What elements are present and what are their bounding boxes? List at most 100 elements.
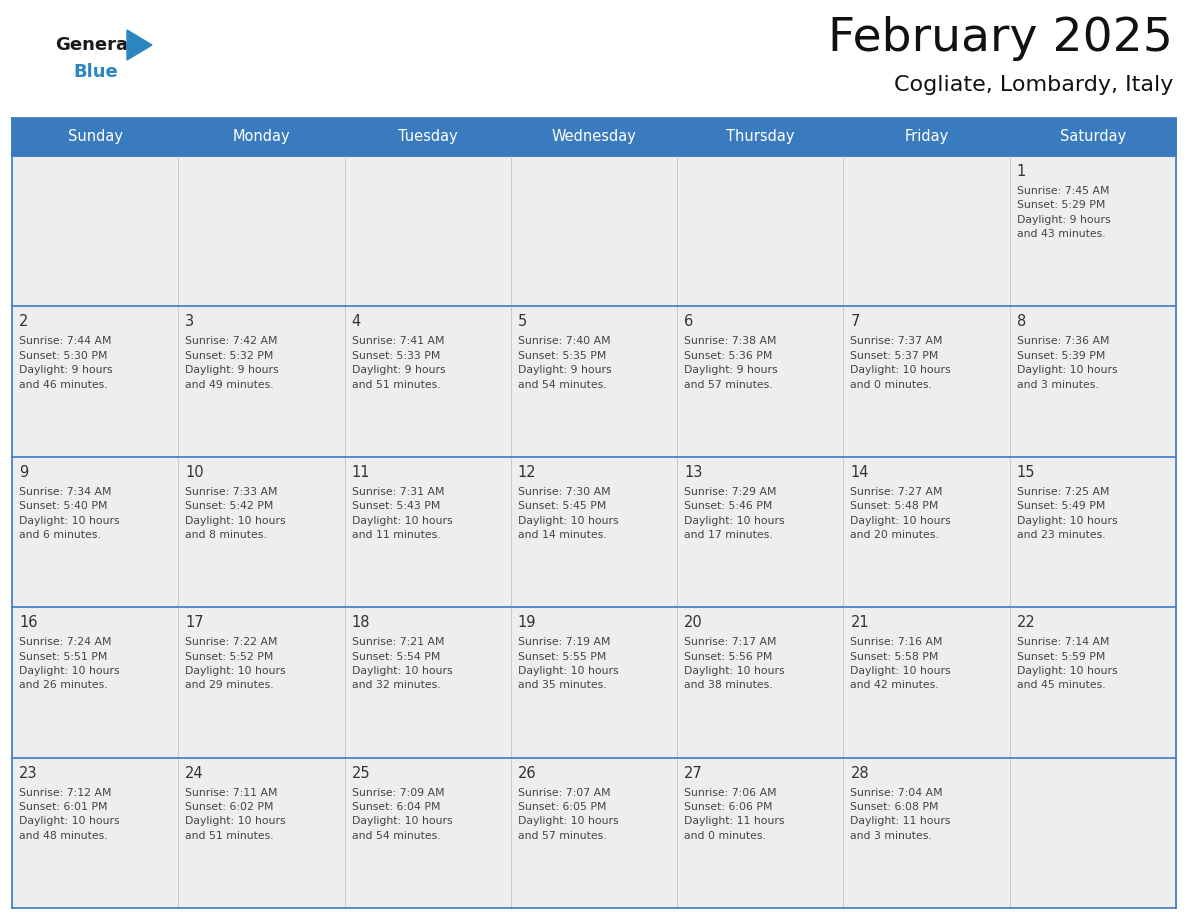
Bar bbox=[345, 607, 511, 757]
Text: Sunrise: 7:16 AM
Sunset: 5:58 PM
Daylight: 10 hours
and 42 minutes.: Sunrise: 7:16 AM Sunset: 5:58 PM Dayligh… bbox=[851, 637, 952, 690]
Text: 1: 1 bbox=[1017, 164, 1026, 179]
Bar bbox=[1010, 457, 1176, 607]
Text: Sunrise: 7:09 AM
Sunset: 6:04 PM
Daylight: 10 hours
and 54 minutes.: Sunrise: 7:09 AM Sunset: 6:04 PM Dayligh… bbox=[352, 788, 453, 841]
Text: February 2025: February 2025 bbox=[828, 16, 1173, 61]
Bar bbox=[511, 757, 677, 908]
Text: 6: 6 bbox=[684, 314, 694, 330]
Text: Wednesday: Wednesday bbox=[551, 129, 637, 144]
Bar bbox=[677, 607, 843, 757]
Text: Sunrise: 7:40 AM
Sunset: 5:35 PM
Daylight: 9 hours
and 54 minutes.: Sunrise: 7:40 AM Sunset: 5:35 PM Dayligh… bbox=[518, 336, 612, 389]
Text: Sunrise: 7:21 AM
Sunset: 5:54 PM
Daylight: 10 hours
and 32 minutes.: Sunrise: 7:21 AM Sunset: 5:54 PM Dayligh… bbox=[352, 637, 453, 690]
Text: Sunrise: 7:12 AM
Sunset: 6:01 PM
Daylight: 10 hours
and 48 minutes.: Sunrise: 7:12 AM Sunset: 6:01 PM Dayligh… bbox=[19, 788, 120, 841]
Bar bbox=[1010, 307, 1176, 457]
Bar bbox=[12, 156, 178, 307]
Text: 21: 21 bbox=[851, 615, 870, 630]
Bar bbox=[843, 457, 1010, 607]
Text: 18: 18 bbox=[352, 615, 371, 630]
Text: 22: 22 bbox=[1017, 615, 1036, 630]
Bar bbox=[843, 118, 1010, 156]
Bar bbox=[178, 457, 345, 607]
Text: Tuesday: Tuesday bbox=[398, 129, 457, 144]
Text: 8: 8 bbox=[1017, 314, 1026, 330]
Bar bbox=[1010, 118, 1176, 156]
Bar bbox=[345, 118, 511, 156]
Bar bbox=[677, 118, 843, 156]
Text: Sunrise: 7:44 AM
Sunset: 5:30 PM
Daylight: 9 hours
and 46 minutes.: Sunrise: 7:44 AM Sunset: 5:30 PM Dayligh… bbox=[19, 336, 113, 389]
Polygon shape bbox=[127, 30, 152, 60]
Bar bbox=[345, 757, 511, 908]
Text: 3: 3 bbox=[185, 314, 195, 330]
Bar bbox=[12, 307, 178, 457]
Bar bbox=[178, 118, 345, 156]
Text: Saturday: Saturday bbox=[1060, 129, 1126, 144]
Bar bbox=[12, 607, 178, 757]
Text: Sunrise: 7:17 AM
Sunset: 5:56 PM
Daylight: 10 hours
and 38 minutes.: Sunrise: 7:17 AM Sunset: 5:56 PM Dayligh… bbox=[684, 637, 785, 690]
Text: 28: 28 bbox=[851, 766, 870, 780]
Text: 11: 11 bbox=[352, 465, 371, 480]
Bar bbox=[843, 307, 1010, 457]
Text: 17: 17 bbox=[185, 615, 204, 630]
Bar bbox=[12, 457, 178, 607]
Text: Sunrise: 7:14 AM
Sunset: 5:59 PM
Daylight: 10 hours
and 45 minutes.: Sunrise: 7:14 AM Sunset: 5:59 PM Dayligh… bbox=[1017, 637, 1118, 690]
Text: Sunrise: 7:31 AM
Sunset: 5:43 PM
Daylight: 10 hours
and 11 minutes.: Sunrise: 7:31 AM Sunset: 5:43 PM Dayligh… bbox=[352, 487, 453, 540]
Text: Sunrise: 7:38 AM
Sunset: 5:36 PM
Daylight: 9 hours
and 57 minutes.: Sunrise: 7:38 AM Sunset: 5:36 PM Dayligh… bbox=[684, 336, 778, 389]
Text: Sunrise: 7:29 AM
Sunset: 5:46 PM
Daylight: 10 hours
and 17 minutes.: Sunrise: 7:29 AM Sunset: 5:46 PM Dayligh… bbox=[684, 487, 785, 540]
Bar bbox=[511, 118, 677, 156]
Bar bbox=[843, 607, 1010, 757]
Text: 4: 4 bbox=[352, 314, 361, 330]
Bar bbox=[677, 156, 843, 307]
Text: 5: 5 bbox=[518, 314, 527, 330]
Text: Sunday: Sunday bbox=[68, 129, 122, 144]
Bar bbox=[511, 607, 677, 757]
Text: 15: 15 bbox=[1017, 465, 1035, 480]
Text: Sunrise: 7:27 AM
Sunset: 5:48 PM
Daylight: 10 hours
and 20 minutes.: Sunrise: 7:27 AM Sunset: 5:48 PM Dayligh… bbox=[851, 487, 952, 540]
Text: Sunrise: 7:19 AM
Sunset: 5:55 PM
Daylight: 10 hours
and 35 minutes.: Sunrise: 7:19 AM Sunset: 5:55 PM Dayligh… bbox=[518, 637, 619, 690]
Bar bbox=[12, 757, 178, 908]
Text: 10: 10 bbox=[185, 465, 204, 480]
Bar bbox=[677, 757, 843, 908]
Text: Sunrise: 7:33 AM
Sunset: 5:42 PM
Daylight: 10 hours
and 8 minutes.: Sunrise: 7:33 AM Sunset: 5:42 PM Dayligh… bbox=[185, 487, 286, 540]
Bar bbox=[345, 156, 511, 307]
Text: Sunrise: 7:36 AM
Sunset: 5:39 PM
Daylight: 10 hours
and 3 minutes.: Sunrise: 7:36 AM Sunset: 5:39 PM Dayligh… bbox=[1017, 336, 1118, 389]
Text: Sunrise: 7:04 AM
Sunset: 6:08 PM
Daylight: 11 hours
and 3 minutes.: Sunrise: 7:04 AM Sunset: 6:08 PM Dayligh… bbox=[851, 788, 950, 841]
Text: Sunrise: 7:25 AM
Sunset: 5:49 PM
Daylight: 10 hours
and 23 minutes.: Sunrise: 7:25 AM Sunset: 5:49 PM Dayligh… bbox=[1017, 487, 1118, 540]
Bar bbox=[511, 156, 677, 307]
Bar bbox=[345, 457, 511, 607]
Bar bbox=[345, 307, 511, 457]
Text: 20: 20 bbox=[684, 615, 703, 630]
Bar bbox=[1010, 757, 1176, 908]
Text: Cogliate, Lombardy, Italy: Cogliate, Lombardy, Italy bbox=[893, 75, 1173, 95]
Bar bbox=[178, 307, 345, 457]
Text: 2: 2 bbox=[19, 314, 29, 330]
Bar bbox=[178, 757, 345, 908]
Text: Sunrise: 7:37 AM
Sunset: 5:37 PM
Daylight: 10 hours
and 0 minutes.: Sunrise: 7:37 AM Sunset: 5:37 PM Dayligh… bbox=[851, 336, 952, 389]
Bar bbox=[1010, 156, 1176, 307]
Text: 7: 7 bbox=[851, 314, 860, 330]
Text: 16: 16 bbox=[19, 615, 38, 630]
Bar bbox=[677, 457, 843, 607]
Bar bbox=[12, 118, 178, 156]
Text: Sunrise: 7:42 AM
Sunset: 5:32 PM
Daylight: 9 hours
and 49 minutes.: Sunrise: 7:42 AM Sunset: 5:32 PM Dayligh… bbox=[185, 336, 279, 389]
Bar bbox=[843, 156, 1010, 307]
Text: 23: 23 bbox=[19, 766, 38, 780]
Text: 27: 27 bbox=[684, 766, 703, 780]
Text: Sunrise: 7:45 AM
Sunset: 5:29 PM
Daylight: 9 hours
and 43 minutes.: Sunrise: 7:45 AM Sunset: 5:29 PM Dayligh… bbox=[1017, 186, 1111, 240]
Bar bbox=[511, 307, 677, 457]
Text: 12: 12 bbox=[518, 465, 537, 480]
Bar bbox=[677, 307, 843, 457]
Text: Sunrise: 7:11 AM
Sunset: 6:02 PM
Daylight: 10 hours
and 51 minutes.: Sunrise: 7:11 AM Sunset: 6:02 PM Dayligh… bbox=[185, 788, 286, 841]
Bar bbox=[843, 757, 1010, 908]
Text: Blue: Blue bbox=[72, 63, 118, 81]
Text: Sunrise: 7:22 AM
Sunset: 5:52 PM
Daylight: 10 hours
and 29 minutes.: Sunrise: 7:22 AM Sunset: 5:52 PM Dayligh… bbox=[185, 637, 286, 690]
Text: Friday: Friday bbox=[904, 129, 949, 144]
Text: 25: 25 bbox=[352, 766, 371, 780]
Bar bbox=[511, 457, 677, 607]
Text: Thursday: Thursday bbox=[726, 129, 795, 144]
Bar bbox=[1010, 607, 1176, 757]
Text: General: General bbox=[55, 36, 134, 54]
Text: Sunrise: 7:30 AM
Sunset: 5:45 PM
Daylight: 10 hours
and 14 minutes.: Sunrise: 7:30 AM Sunset: 5:45 PM Dayligh… bbox=[518, 487, 619, 540]
Text: Monday: Monday bbox=[233, 129, 290, 144]
Bar bbox=[12, 118, 1176, 156]
Text: Sunrise: 7:41 AM
Sunset: 5:33 PM
Daylight: 9 hours
and 51 minutes.: Sunrise: 7:41 AM Sunset: 5:33 PM Dayligh… bbox=[352, 336, 446, 389]
Text: 26: 26 bbox=[518, 766, 537, 780]
